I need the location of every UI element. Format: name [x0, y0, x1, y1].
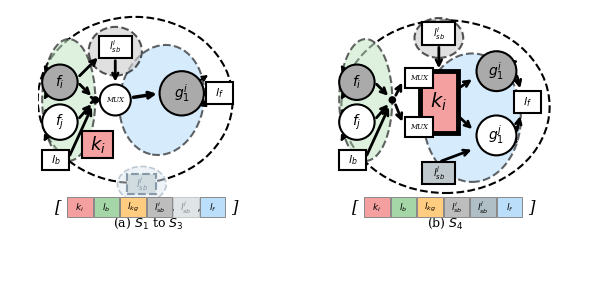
Text: $g_1^i$: $g_1^i$ [173, 82, 189, 104]
FancyBboxPatch shape [514, 91, 541, 113]
Circle shape [339, 105, 375, 140]
Circle shape [100, 84, 131, 116]
Text: (a) $S_1$ to $S_3$: (a) $S_1$ to $S_3$ [113, 216, 184, 231]
Text: ]: ] [528, 199, 535, 216]
Text: MUX: MUX [410, 74, 428, 82]
Text: $k_i$: $k_i$ [75, 201, 84, 214]
FancyBboxPatch shape [405, 68, 433, 88]
FancyBboxPatch shape [94, 197, 119, 217]
Text: $l_b$: $l_b$ [50, 153, 60, 167]
FancyBboxPatch shape [364, 197, 390, 217]
Text: $l_{sb}^i$: $l_{sb}^i$ [109, 38, 121, 55]
Text: $f_j$: $f_j$ [352, 112, 362, 132]
Text: $f_j$: $f_j$ [55, 112, 65, 132]
Circle shape [476, 51, 516, 91]
Circle shape [42, 64, 78, 100]
Text: $l_f$: $l_f$ [506, 201, 514, 214]
FancyBboxPatch shape [470, 197, 496, 217]
Ellipse shape [424, 53, 521, 182]
Circle shape [160, 71, 204, 116]
Text: ,: , [144, 201, 148, 214]
Text: $l_f$: $l_f$ [209, 201, 217, 214]
Text: $g_1^i$: $g_1^i$ [488, 60, 504, 82]
Text: ,: , [441, 201, 446, 214]
Circle shape [339, 64, 375, 100]
FancyBboxPatch shape [420, 71, 458, 133]
Text: $l_{kg}$: $l_{kg}$ [424, 201, 436, 214]
Text: $l_{sb}^j$: $l_{sb}^j$ [478, 199, 489, 216]
Text: $f_i$: $f_i$ [352, 74, 362, 91]
Ellipse shape [118, 166, 166, 202]
Text: $k_i$: $k_i$ [430, 91, 447, 113]
Text: $l_b$: $l_b$ [102, 201, 110, 214]
FancyBboxPatch shape [405, 116, 433, 137]
Circle shape [476, 116, 516, 155]
Text: ,: , [494, 201, 498, 214]
Text: $l_b$: $l_b$ [347, 153, 357, 167]
Text: [: [ [352, 199, 359, 216]
Text: ,: , [91, 201, 95, 214]
Text: $g_1^j$: $g_1^j$ [488, 124, 504, 147]
Text: ,: , [118, 201, 122, 214]
FancyBboxPatch shape [422, 162, 456, 184]
FancyBboxPatch shape [200, 197, 226, 217]
Text: ,: , [415, 201, 419, 214]
Text: $l_{sb}^j$: $l_{sb}^j$ [433, 164, 445, 182]
Text: $l_f$: $l_f$ [215, 86, 224, 100]
Circle shape [389, 97, 396, 103]
FancyBboxPatch shape [42, 150, 69, 170]
FancyBboxPatch shape [147, 197, 172, 217]
Ellipse shape [89, 27, 142, 76]
Ellipse shape [42, 39, 95, 161]
Text: ,: , [171, 201, 175, 214]
FancyBboxPatch shape [99, 36, 132, 58]
Text: $l_{sb}^j$: $l_{sb}^j$ [181, 199, 192, 216]
FancyBboxPatch shape [444, 197, 469, 217]
Text: $l_b$: $l_b$ [399, 201, 407, 214]
Text: MUX: MUX [106, 96, 124, 104]
FancyBboxPatch shape [422, 22, 456, 45]
FancyBboxPatch shape [391, 197, 416, 217]
Text: ,: , [468, 201, 472, 214]
Text: [: [ [55, 199, 62, 216]
Text: $k_i$: $k_i$ [90, 134, 106, 155]
FancyBboxPatch shape [173, 197, 199, 217]
FancyBboxPatch shape [82, 131, 113, 158]
Text: ,: , [197, 201, 201, 214]
FancyBboxPatch shape [67, 197, 93, 217]
Text: $l_f$: $l_f$ [523, 95, 532, 109]
Text: $f_i$: $f_i$ [55, 74, 65, 91]
Text: (b) $S_4$: (b) $S_4$ [427, 216, 464, 231]
FancyBboxPatch shape [417, 197, 443, 217]
FancyBboxPatch shape [120, 197, 146, 217]
Circle shape [92, 97, 99, 103]
Ellipse shape [119, 45, 204, 155]
FancyBboxPatch shape [497, 197, 523, 217]
Text: $l_{kg}$: $l_{kg}$ [127, 201, 139, 214]
Ellipse shape [339, 39, 392, 161]
FancyBboxPatch shape [339, 150, 366, 170]
FancyBboxPatch shape [128, 174, 156, 194]
Text: $l_{sb}^j$: $l_{sb}^j$ [136, 175, 148, 193]
Text: ,: , [388, 201, 392, 214]
Text: $l_{sb}^i$: $l_{sb}^i$ [154, 200, 165, 215]
Ellipse shape [415, 18, 463, 58]
Text: ]: ] [231, 199, 238, 216]
Text: $k_i$: $k_i$ [372, 201, 381, 214]
Text: $l_{sb}^i$: $l_{sb}^i$ [451, 200, 462, 215]
FancyBboxPatch shape [206, 82, 233, 105]
Text: MUX: MUX [410, 123, 428, 131]
Text: $l_{sb}^i$: $l_{sb}^i$ [433, 25, 445, 42]
Circle shape [42, 105, 78, 140]
